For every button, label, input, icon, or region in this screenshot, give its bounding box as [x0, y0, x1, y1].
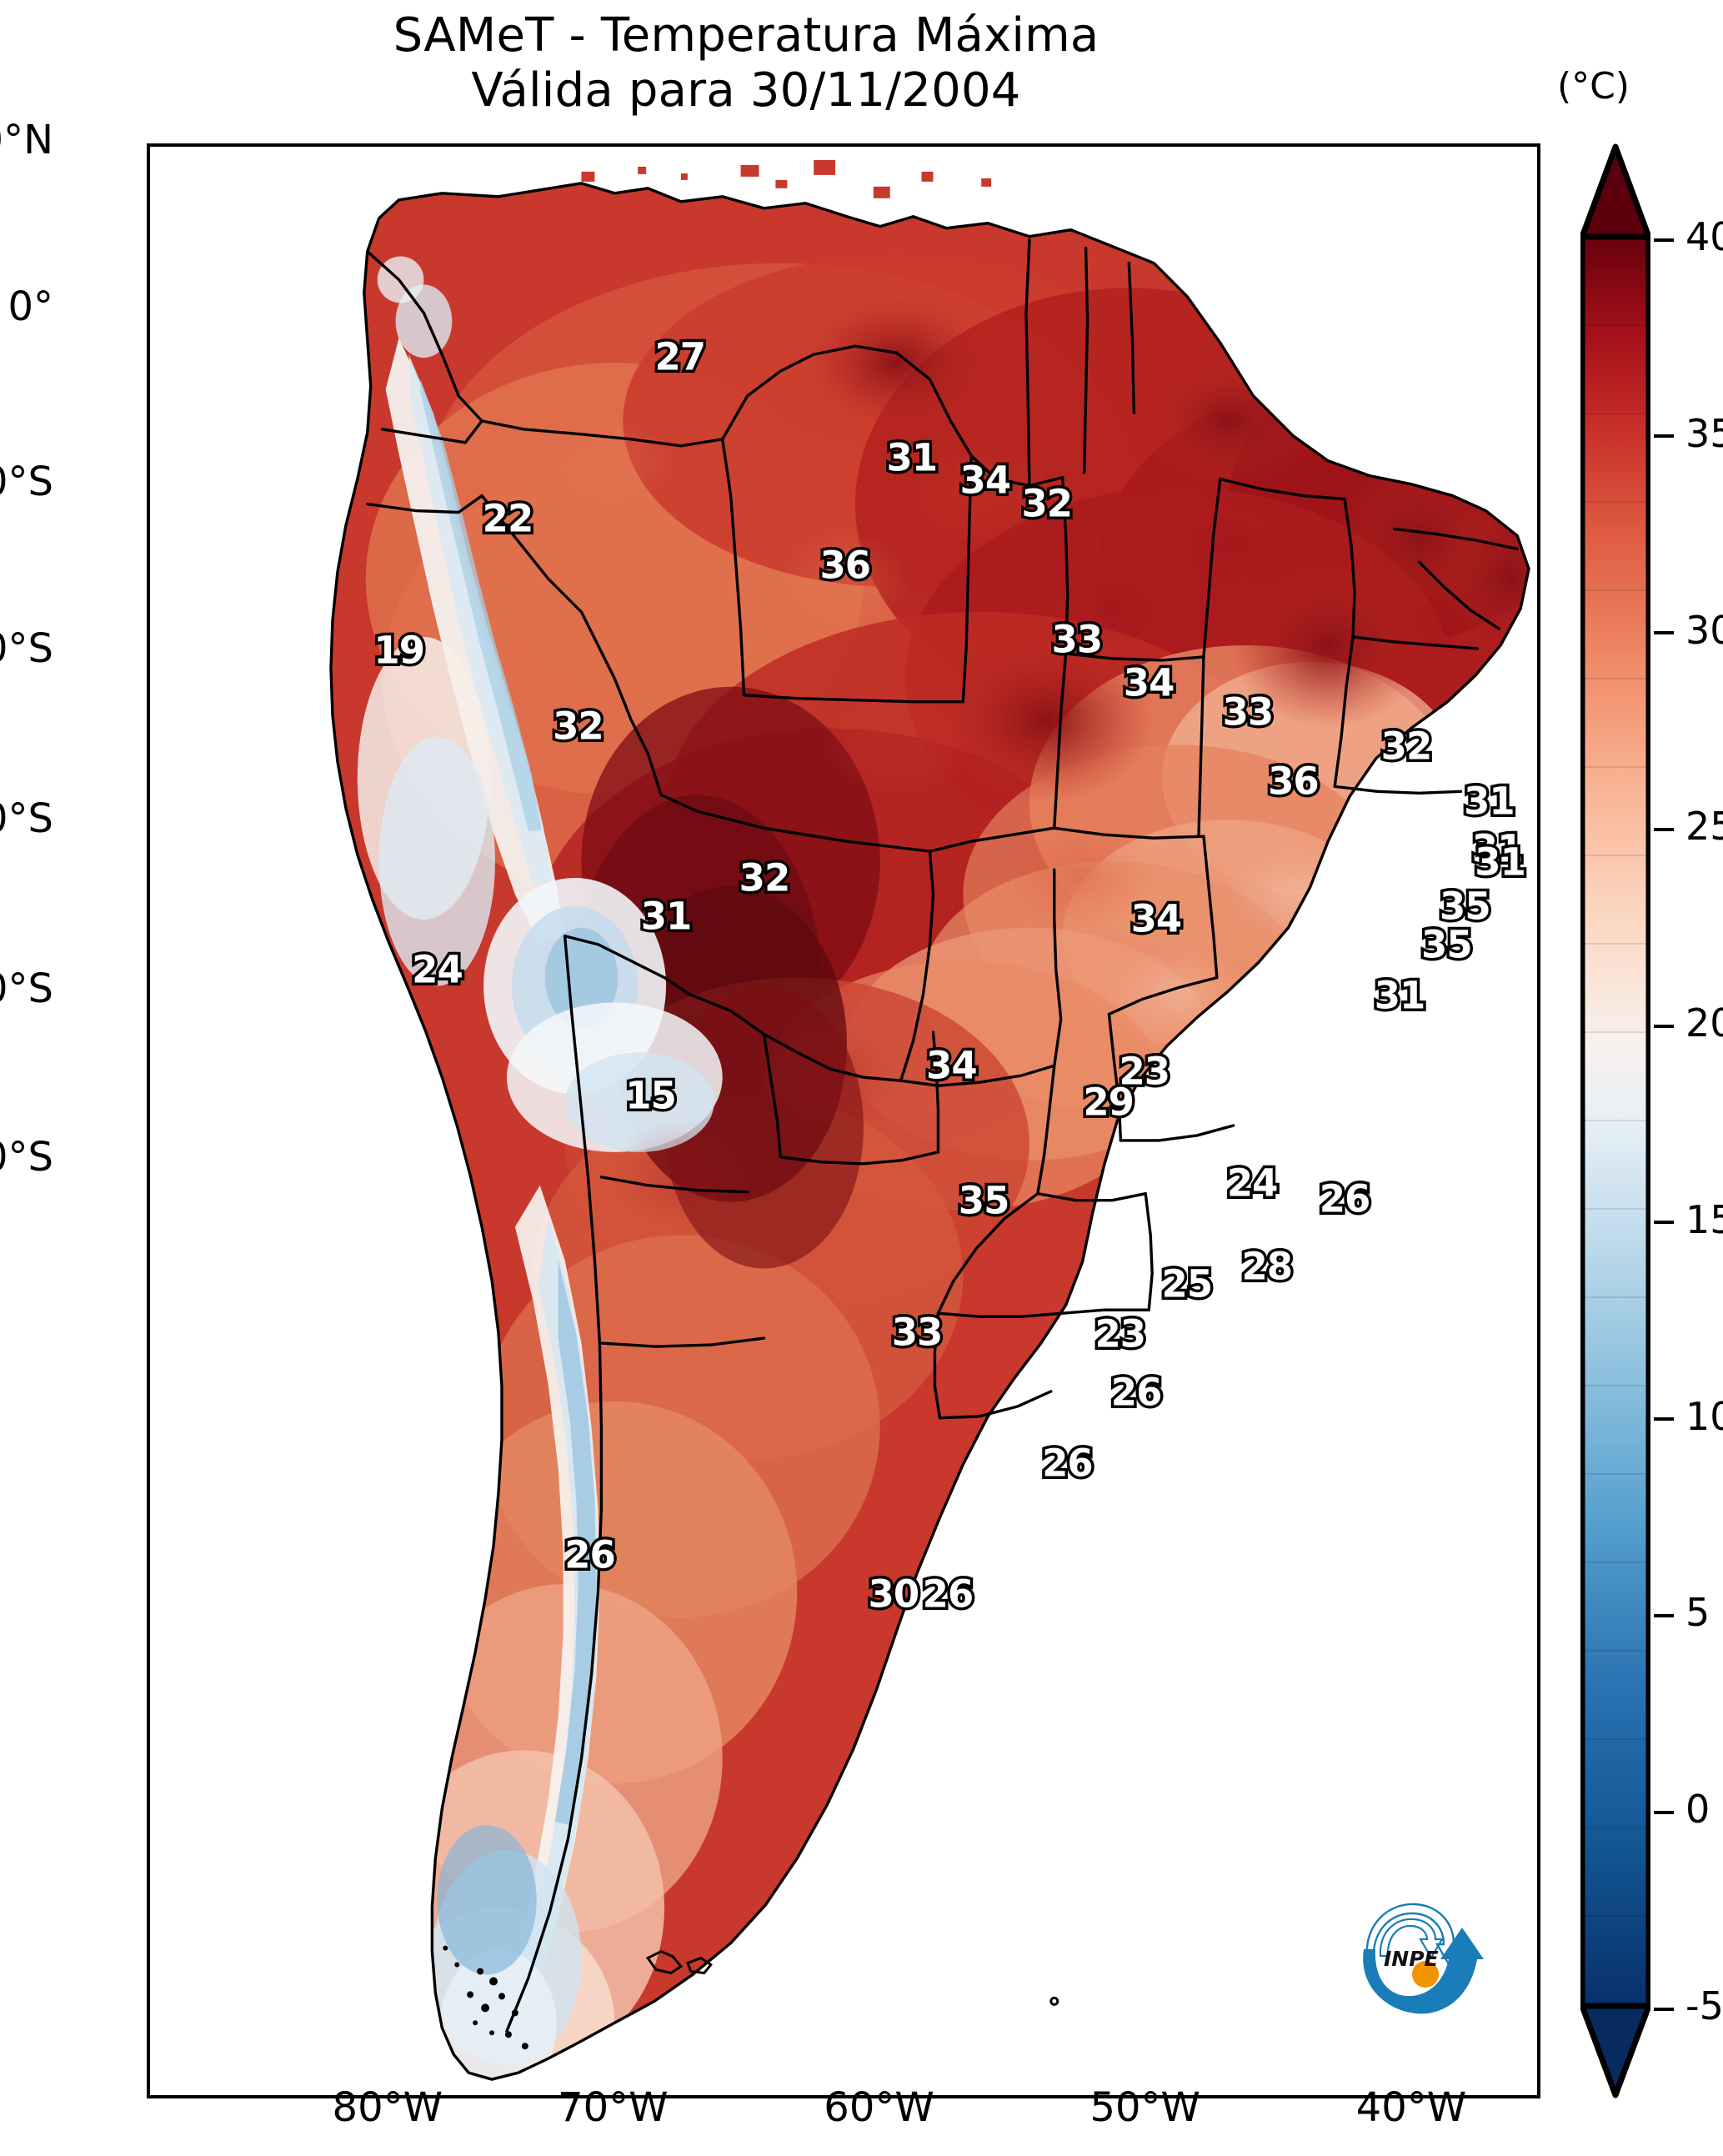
- map-plot-area: [147, 143, 1540, 2098]
- temperature-label: 32: [1378, 721, 1435, 771]
- temperature-label: 32: [736, 853, 794, 903]
- temperature-label: 33: [1220, 687, 1277, 737]
- colorbar-tick-label: 30: [1654, 608, 1723, 653]
- temperature-label: 24: [1224, 1158, 1281, 1208]
- temperature-label: 34: [924, 1040, 981, 1091]
- orange-dot-icon: [1412, 1961, 1439, 1988]
- colorbar-tick-label: 35: [1654, 411, 1723, 456]
- title-line-1: SAMeT - Temperatura Máxima: [393, 8, 1099, 63]
- colorbar-tick-label: -5: [1654, 1983, 1723, 2028]
- colorbar[interactable]: 40 35 30 25 20 15 10 5 0 -5: [1580, 143, 1723, 2098]
- temperature-label: 15: [623, 1070, 680, 1121]
- title-line-2: Válida para 30/11/2004: [471, 63, 1021, 118]
- temperature-label: 28: [1239, 1241, 1296, 1291]
- temperature-label: 22: [479, 494, 537, 544]
- colorbar-tick-label: 0: [1654, 1787, 1710, 1832]
- inpe-wordmark: INPE: [1384, 1947, 1439, 1971]
- colorbar-tick-label: 40: [1654, 214, 1723, 259]
- temperature-label: 25: [1159, 1259, 1216, 1309]
- temperature-label: 31: [1469, 824, 1526, 874]
- temperature-label: 23: [1092, 1309, 1150, 1359]
- temperature-label: 26: [562, 1530, 619, 1580]
- temperature-label: 36: [817, 540, 874, 590]
- y-tick-label: 10°N: [0, 117, 53, 163]
- inpe-logo: INPE: [1352, 1894, 1485, 2019]
- y-tick-label: 20°S: [0, 625, 53, 672]
- colorbar-tick-label: 10: [1654, 1394, 1723, 1439]
- temperature-label: 34: [1120, 658, 1178, 708]
- circular-arrow-outer-icon: [1365, 1903, 1463, 1967]
- y-tick-label: 40°S: [0, 965, 53, 1012]
- y-tick-label: 10°S: [0, 459, 53, 505]
- temperature-label: 26: [919, 1569, 977, 1619]
- temperature-label: 31: [1472, 837, 1530, 887]
- temperature-label: 19: [371, 625, 428, 675]
- y-tick-label: 50°S: [0, 1134, 53, 1181]
- temperature-label: 31: [1461, 776, 1519, 826]
- colorbar-gradient: [1580, 143, 1650, 2098]
- temperature-label: 29: [1080, 1077, 1138, 1127]
- temperature-label: 31: [884, 433, 941, 483]
- temperature-label: 35: [1437, 881, 1495, 931]
- temperature-label: 35: [1419, 920, 1476, 970]
- temperature-label: 26: [1039, 1438, 1097, 1488]
- temperature-label: 30: [865, 1569, 923, 1619]
- x-tick-label: 50°W: [1089, 2084, 1201, 2131]
- temperature-label: 23: [1116, 1046, 1174, 1096]
- temperature-label: 34: [1128, 894, 1185, 944]
- temperature-label: 26: [1316, 1174, 1374, 1224]
- colorbar-tick-label: 25: [1654, 804, 1723, 849]
- circular-arrow-inner-icon: [1379, 1918, 1444, 1960]
- x-tick-label: 70°W: [558, 2084, 669, 2131]
- colorbar-tick-label: 15: [1654, 1197, 1723, 1242]
- colorbar-tick-label: 5: [1654, 1590, 1710, 1635]
- chart-title: SAMeT - Temperatura Máxima Válida para 3…: [0, 8, 1492, 118]
- colorbar-tick-label: 20: [1654, 1000, 1723, 1045]
- colorbar-unit-label: (°C): [1557, 65, 1630, 108]
- temperature-label: 24: [409, 945, 467, 995]
- temperature-heatmap: [329, 159, 1530, 2081]
- temperature-label: 33: [1049, 614, 1106, 664]
- temperature-label: 32: [1019, 479, 1076, 529]
- x-tick-label: 80°W: [332, 2084, 443, 2131]
- temperature-label: 32: [550, 701, 608, 751]
- swoosh-arrow-icon: [1363, 1928, 1484, 2014]
- x-tick-label: 60°W: [824, 2084, 934, 2131]
- temperature-label: 31: [638, 891, 695, 941]
- temperature-label: 33: [889, 1307, 946, 1357]
- x-tick-label: 40°W: [1355, 2084, 1467, 2131]
- temperature-label: 31: [1371, 970, 1429, 1020]
- temperature-label: 36: [1265, 756, 1323, 806]
- temperature-label: 34: [957, 455, 1014, 505]
- temperature-label: 35: [955, 1176, 1013, 1226]
- temperature-label: 27: [652, 332, 709, 382]
- temperature-label: 26: [1108, 1367, 1165, 1417]
- y-tick-label: 30°S: [0, 795, 53, 842]
- y-tick-label: 0°: [8, 283, 53, 330]
